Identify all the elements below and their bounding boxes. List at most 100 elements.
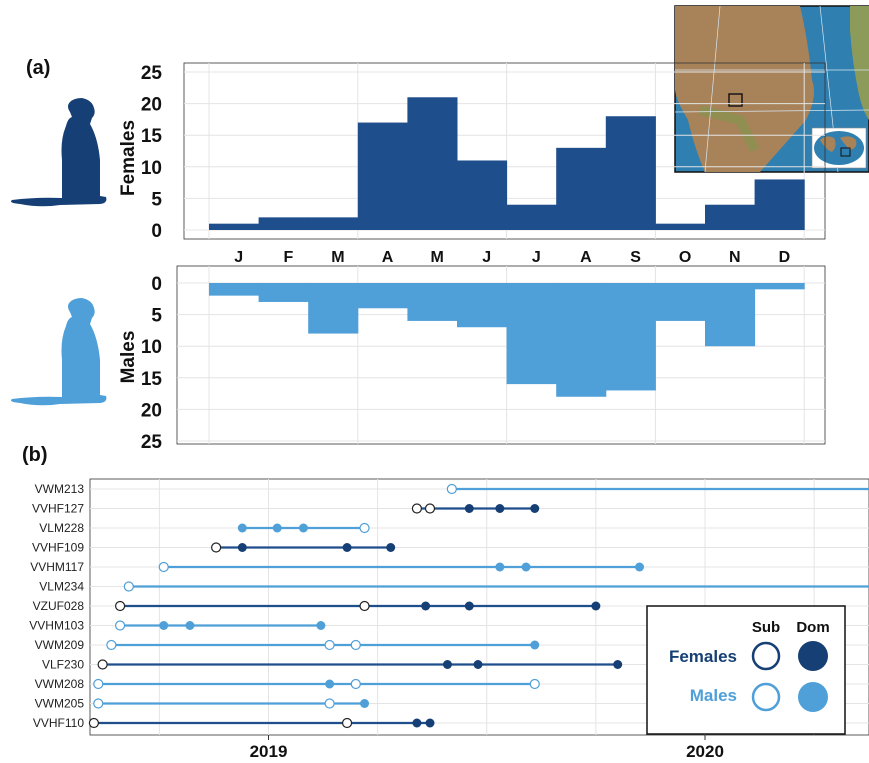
female-meerkat-icon [11, 98, 107, 207]
male-bar [209, 283, 260, 296]
male-bars [209, 283, 805, 397]
dominant-marker [316, 621, 326, 630]
subordinate-marker [324, 698, 335, 709]
legend-female-dom-marker [798, 641, 828, 671]
month-label: D [779, 249, 791, 266]
female-bar [506, 204, 557, 230]
dominant-marker [237, 543, 247, 552]
subordinate-marker [324, 639, 335, 651]
female-births-chart: 0 5 10 15 20 25 Females [118, 62, 826, 242]
male-y-axis-title: Males [118, 331, 139, 384]
dominant-marker [591, 601, 601, 611]
legend-label-males: Males [690, 686, 737, 705]
subordinate-marker [529, 678, 540, 690]
female-y-tick-label: 5 [151, 189, 162, 210]
dominant-marker [530, 640, 540, 650]
male-births-chart: 0 5 10 15 20 25 Males [118, 265, 826, 453]
male-bar [705, 283, 756, 347]
month-label: M [430, 249, 443, 266]
subordinate-marker [359, 522, 370, 534]
dominant-marker [421, 601, 431, 611]
month-label: A [580, 249, 592, 266]
individual-label: VVHM103 [29, 619, 84, 633]
dominant-marker [237, 523, 247, 533]
year-tick-label: 2019 [250, 742, 288, 761]
male-y-tick-label: 5 [151, 306, 162, 327]
subordinate-marker [211, 542, 222, 553]
male-bar [605, 283, 656, 391]
month-label: M [331, 249, 344, 266]
subordinate-marker [114, 620, 126, 631]
legend-female-sub-marker [751, 641, 781, 671]
study-site-marker [728, 93, 743, 107]
female-bar [655, 223, 706, 230]
individual-label: VWM213 [35, 482, 85, 496]
month-label: O [679, 249, 691, 266]
dominant-marker [298, 523, 308, 533]
individual-label: VLM228 [39, 521, 84, 535]
dominant-marker [425, 718, 435, 728]
legend-male-dom-marker [798, 682, 828, 712]
male-bar [258, 283, 309, 302]
month-label: J [532, 249, 541, 266]
female-y-tick-label: 0 [151, 221, 162, 242]
year-tick-label: 2020 [686, 742, 724, 761]
dominant-marker [325, 679, 335, 689]
subordinate-marker [411, 503, 423, 514]
individual-label: VZUF028 [33, 599, 85, 613]
subordinate-marker [114, 600, 126, 612]
female-y-tick-label: 10 [141, 158, 162, 179]
dominant-marker [464, 504, 474, 513]
dominant-marker [386, 543, 396, 552]
female-bar [605, 116, 656, 230]
subordinate-marker [359, 600, 370, 612]
subordinate-marker [350, 678, 361, 690]
legend-male-sub-marker [751, 682, 781, 712]
male-bar [357, 283, 408, 309]
female-bar [258, 217, 309, 230]
female-y-ticks: 0 5 10 15 20 25 [141, 63, 163, 242]
dominant-marker [360, 699, 370, 708]
male-bar [556, 283, 607, 397]
dominant-marker [495, 562, 505, 572]
individual-label: VVHF110 [33, 716, 84, 730]
subordinate-marker [106, 639, 117, 651]
legend-header-dom: Dom [796, 619, 829, 636]
male-meerkat-icon [11, 298, 107, 406]
dominant-marker [185, 621, 195, 630]
female-bar [407, 97, 458, 230]
male-bar [754, 283, 805, 290]
dominant-marker [521, 562, 531, 572]
subordinate-marker [93, 698, 104, 709]
dominant-marker [342, 543, 352, 552]
subordinate-marker [97, 659, 108, 670]
dominant-marker [442, 660, 452, 669]
male-bar [457, 283, 508, 328]
legend-label-females: Females [669, 647, 737, 666]
individual-label: VLM234 [39, 580, 84, 594]
female-y-tick-label: 20 [141, 95, 162, 116]
dominant-marker [272, 523, 282, 533]
subordinate-marker [93, 678, 104, 690]
dominant-marker [464, 601, 474, 611]
month-label: F [283, 249, 293, 266]
subordinate-marker [350, 639, 361, 651]
dominant-marker [495, 504, 505, 513]
dominant-marker [635, 562, 645, 572]
female-bar [705, 204, 756, 230]
month-label: J [234, 249, 243, 266]
male-bar [506, 283, 557, 385]
subordinate-marker [88, 717, 100, 729]
timeline-rows: VWM213 VVHF127 VLM228 VVHF109 VVHM117 VLM234 V… [29, 482, 869, 730]
male-y-tick-label: 0 [151, 274, 162, 295]
male-y-ticks: 0 5 10 15 20 25 [141, 274, 163, 453]
subordinate-marker [123, 581, 134, 592]
male-y-tick-label: 10 [141, 337, 162, 358]
female-bar [754, 179, 805, 230]
female-bar [357, 122, 408, 230]
month-label: A [382, 249, 394, 266]
dominant-marker [412, 718, 422, 728]
month-label: N [729, 249, 741, 266]
dominant-marker [159, 621, 169, 630]
